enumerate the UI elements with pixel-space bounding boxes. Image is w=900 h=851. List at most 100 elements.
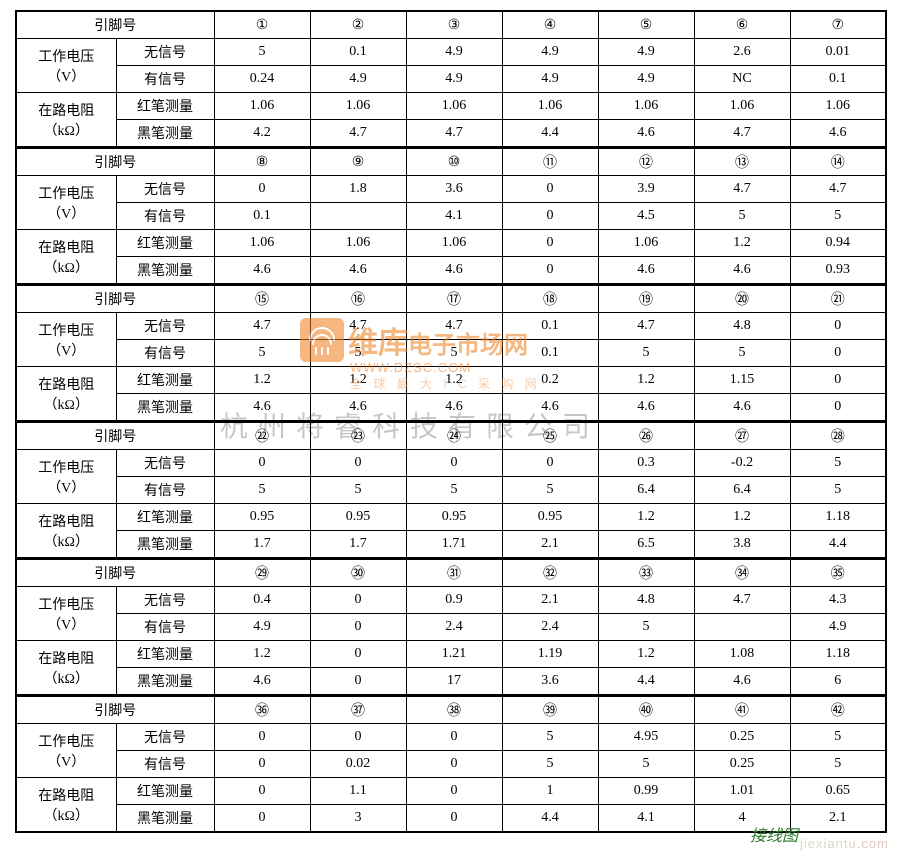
cell-value: 1.01 — [694, 778, 790, 805]
cell-value: 3 — [310, 805, 406, 833]
table-row: 有信号55556.46.45 — [16, 477, 886, 504]
cell-value: 4.6 — [214, 257, 310, 285]
cell-value: 0 — [214, 450, 310, 477]
cell-value: 4.6 — [694, 257, 790, 285]
cell-value: 4.7 — [310, 120, 406, 148]
cell-value — [310, 203, 406, 230]
spec-table: 引脚号①②③④⑤⑥⑦工作电压（V）无信号50.14.94.94.92.60.01… — [15, 10, 887, 833]
cell-value: 4.7 — [406, 313, 502, 340]
pin-number: ㉙ — [214, 559, 310, 587]
black-pen-label: 黑笔测量 — [116, 668, 214, 696]
table-row: 引脚号⑮⑯⑰⑱⑲⑳㉑ — [16, 285, 886, 313]
pin-number: ⑰ — [406, 285, 502, 313]
in-circuit-resistance-label: 在路电阻（kΩ） — [16, 778, 116, 833]
pin-number: ㉞ — [694, 559, 790, 587]
cell-value: 0.1 — [502, 340, 598, 367]
pin-number: ㉚ — [310, 559, 406, 587]
red-pen-label: 红笔测量 — [116, 367, 214, 394]
cell-value: 4.3 — [790, 587, 886, 614]
cell-value: 1.06 — [694, 93, 790, 120]
cell-value: 0 — [502, 257, 598, 285]
black-pen-label: 黑笔测量 — [116, 531, 214, 559]
pin-number: ⑥ — [694, 11, 790, 39]
cell-value: 0 — [310, 668, 406, 696]
cell-value: 0.01 — [790, 39, 886, 66]
table-row: 黑笔测量4.60173.64.44.66 — [16, 668, 886, 696]
table-row: 有信号4.902.42.454.9 — [16, 614, 886, 641]
red-pen-label: 红笔测量 — [116, 641, 214, 668]
pin-number: ㉕ — [502, 422, 598, 450]
cell-value: 4.6 — [214, 394, 310, 422]
pin-number: ⑪ — [502, 148, 598, 176]
in-circuit-resistance-label: 在路电阻（kΩ） — [16, 641, 116, 696]
red-pen-label: 红笔测量 — [116, 230, 214, 257]
cell-value: 4.9 — [598, 66, 694, 93]
cell-value: 5 — [790, 477, 886, 504]
cell-value: 4.4 — [790, 531, 886, 559]
with-signal-label: 有信号 — [116, 614, 214, 641]
cell-value: 1.2 — [214, 367, 310, 394]
pin-header: 引脚号 — [16, 11, 214, 39]
cell-value: 5 — [214, 39, 310, 66]
cell-value: 1.8 — [310, 176, 406, 203]
cell-value: 0 — [310, 724, 406, 751]
cell-value: 1.06 — [502, 93, 598, 120]
table-row: 在路电阻（kΩ）红笔测量1.21.21.20.21.21.150 — [16, 367, 886, 394]
table-row: 在路电阻（kΩ）红笔测量1.061.061.0601.061.20.94 — [16, 230, 886, 257]
cell-value: 5 — [502, 724, 598, 751]
cell-value: 6.4 — [694, 477, 790, 504]
cell-value: 4.8 — [694, 313, 790, 340]
cell-value: 4.6 — [598, 120, 694, 148]
cell-value: 1.06 — [406, 230, 502, 257]
cell-value: 1.06 — [310, 93, 406, 120]
with-signal-label: 有信号 — [116, 203, 214, 230]
pin-number: ⑦ — [790, 11, 886, 39]
table-row: 工作电压（V）无信号4.74.74.70.14.74.80 — [16, 313, 886, 340]
cell-value: 1.2 — [214, 641, 310, 668]
cell-value: 0.02 — [310, 751, 406, 778]
cell-value: 6.4 — [598, 477, 694, 504]
cell-value: 1.06 — [598, 93, 694, 120]
cell-value: 5 — [790, 751, 886, 778]
cell-value: 4.6 — [694, 668, 790, 696]
cell-value: 5 — [790, 450, 886, 477]
cell-value: 17 — [406, 668, 502, 696]
table-row: 工作电压（V）无信号01.83.603.94.74.7 — [16, 176, 886, 203]
table-row: 黑笔测量4.64.64.604.64.60.93 — [16, 257, 886, 285]
cell-value: 0.93 — [790, 257, 886, 285]
cell-value: 0.1 — [790, 66, 886, 93]
cell-value: 1.08 — [694, 641, 790, 668]
pin-number: ⑬ — [694, 148, 790, 176]
cell-value: 0 — [310, 450, 406, 477]
table-row: 在路电阻（kΩ）红笔测量1.201.211.191.21.081.18 — [16, 641, 886, 668]
cell-value: 5 — [790, 724, 886, 751]
in-circuit-resistance-label: 在路电阻（kΩ） — [16, 230, 116, 285]
cell-value: 5 — [214, 477, 310, 504]
cell-value: 5 — [310, 477, 406, 504]
cell-value: 1.2 — [598, 504, 694, 531]
pin-number: ㉓ — [310, 422, 406, 450]
cell-value: 1.2 — [694, 230, 790, 257]
cell-value: 5 — [502, 477, 598, 504]
pin-number: ⑯ — [310, 285, 406, 313]
table-row: 有信号0.14.104.555 — [16, 203, 886, 230]
pin-number: ⑮ — [214, 285, 310, 313]
pin-header: 引脚号 — [16, 285, 214, 313]
table-row: 在路电阻（kΩ）红笔测量1.061.061.061.061.061.061.06 — [16, 93, 886, 120]
cell-value: 5 — [406, 340, 502, 367]
cell-value: 3.6 — [406, 176, 502, 203]
cell-value: 6 — [790, 668, 886, 696]
footer-url: jiexiantu.com — [800, 836, 889, 851]
table-row: 引脚号㊱㊲㊳㊴㊵㊶㊷ — [16, 696, 886, 724]
cell-value: 0.1 — [502, 313, 598, 340]
table-row: 黑笔测量1.71.71.712.16.53.84.4 — [16, 531, 886, 559]
cell-value: 0.1 — [214, 203, 310, 230]
table-row: 工作电压（V）无信号00000.3-0.25 — [16, 450, 886, 477]
cell-value: 5 — [598, 751, 694, 778]
cell-value: 0 — [406, 751, 502, 778]
in-circuit-resistance-label: 在路电阻（kΩ） — [16, 504, 116, 559]
pin-number: ㊳ — [406, 696, 502, 724]
cell-value: 0.94 — [790, 230, 886, 257]
cell-value: 4.8 — [598, 587, 694, 614]
working-voltage-label: 工作电压（V） — [16, 587, 116, 641]
